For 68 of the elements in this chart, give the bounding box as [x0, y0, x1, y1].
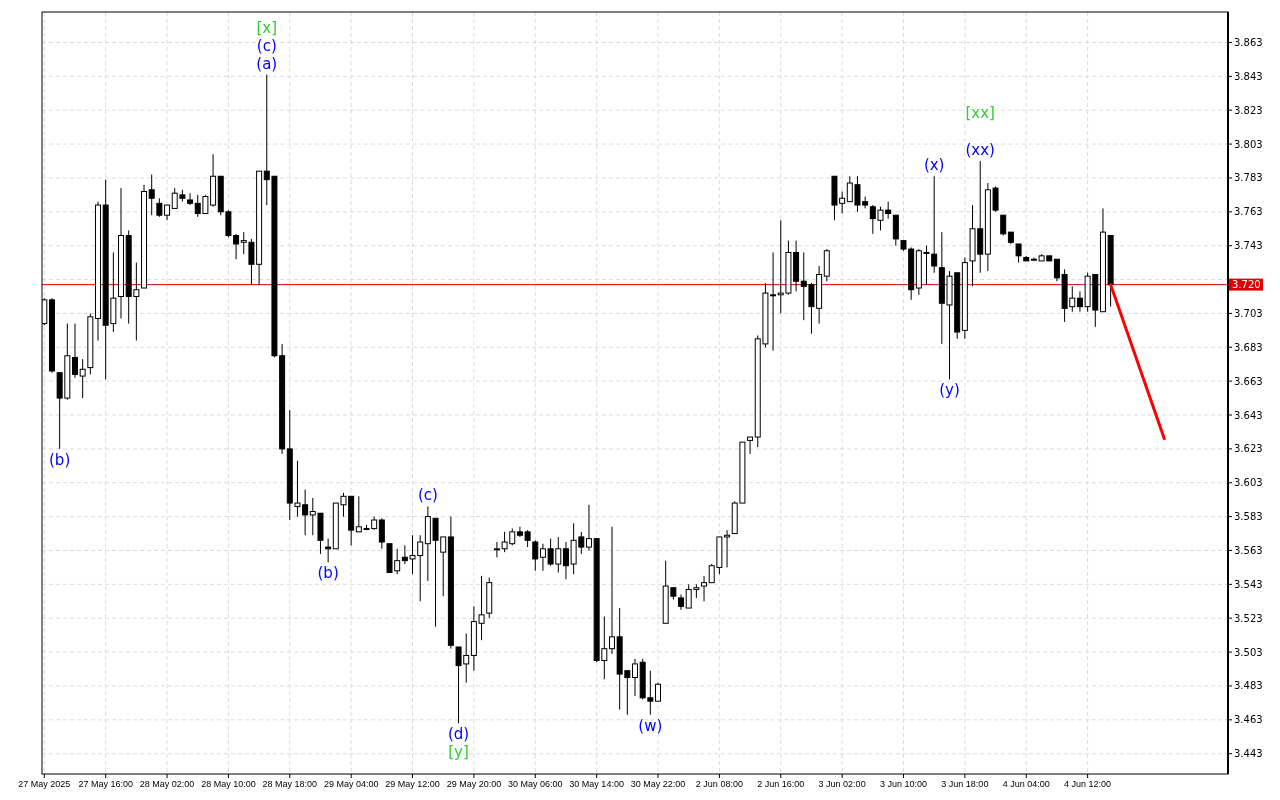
annotation: (y) [939, 381, 960, 400]
y-tick-label: 3.823 [1234, 104, 1263, 116]
y-tick-label: 3.863 [1234, 36, 1263, 48]
candlestick [701, 575, 708, 602]
annotation: (c) [256, 36, 277, 55]
x-tick-label: 29 May 12:00 [385, 779, 440, 789]
x-tick-label: 2 Jun 16:00 [757, 779, 805, 789]
y-tick-label: 3.803 [1234, 138, 1263, 150]
x-tick-label: 2 Jun 08:00 [695, 779, 743, 789]
x-tick-label: 3 Jun 02:00 [818, 779, 866, 789]
y-tick-label: 3.523 [1234, 612, 1263, 624]
candlestick [1015, 243, 1022, 264]
candlestick [1000, 214, 1007, 237]
x-tick-label: 30 May 14:00 [569, 779, 624, 789]
x-tick-label: 28 May 02:00 [139, 779, 195, 789]
y-tick-label: 3.603 [1234, 477, 1263, 489]
candlestick [378, 517, 385, 550]
y-tick-label: 3.563 [1234, 544, 1263, 556]
y-tick-label: 3.463 [1234, 714, 1263, 726]
annotation: (b) [317, 564, 339, 583]
annotation: [xx] [965, 104, 995, 123]
y-tick-label: 3.683 [1234, 341, 1263, 353]
y-tick-label: 3.843 [1234, 70, 1263, 82]
x-tick-label: 28 May 18:00 [262, 779, 318, 789]
candlestick [532, 539, 539, 572]
x-tick-label: 4 Jun 12:00 [1064, 779, 1112, 789]
y-tick-label: 3.623 [1234, 443, 1263, 455]
x-tick-label: 29 May 04:00 [323, 779, 379, 789]
y-tick-label: 3.443 [1234, 748, 1263, 760]
annotation: (x) [923, 156, 945, 175]
y-tick-label: 3.763 [1234, 206, 1263, 218]
candlestick [187, 192, 194, 206]
annotation: [y] [448, 743, 469, 762]
candlestick [148, 174, 155, 216]
annotation: [x] [256, 18, 278, 37]
annotation: (d) [447, 725, 470, 744]
candlestick [325, 538, 332, 563]
annotation: (w) [638, 716, 663, 735]
candlestick [632, 658, 638, 697]
annotation: (a) [256, 54, 278, 73]
ref-line-label: 3.720 [1232, 279, 1261, 291]
y-tick-label: 3.543 [1234, 578, 1263, 590]
annotation: (c) [417, 486, 438, 505]
candlestick [655, 682, 662, 702]
y-tick-label: 3.503 [1234, 646, 1263, 658]
y-tick-label: 3.783 [1234, 172, 1263, 184]
candlestick [79, 358, 86, 399]
x-tick-label: 28 May 10:00 [201, 779, 256, 789]
y-tick-label: 3.703 [1234, 307, 1263, 319]
y-tick-label: 3.743 [1234, 240, 1263, 252]
annotation: (b) [49, 450, 71, 469]
x-tick-label: 30 May 22:00 [630, 779, 686, 789]
y-tick-label: 3.483 [1234, 680, 1263, 692]
x-tick-label: 27 May 2025 [18, 779, 71, 789]
x-tick-label: 29 May 20:00 [446, 779, 502, 789]
x-tick-label: 4 Jun 04:00 [1002, 779, 1050, 789]
x-tick-label: 3 Jun 10:00 [879, 779, 928, 789]
annotation: (xx) [965, 141, 995, 160]
x-tick-label: 30 May 06:00 [508, 779, 563, 789]
candlestick [892, 214, 899, 247]
x-tick-label: 27 May 16:00 [78, 779, 133, 789]
y-tick-label: 3.583 [1234, 511, 1263, 523]
candlestick [608, 526, 615, 655]
candlestick [71, 323, 78, 379]
x-tick-label: 3 Jun 18:00 [941, 779, 989, 789]
y-tick-label: 3.643 [1234, 409, 1263, 421]
y-tick-label: 3.663 [1234, 375, 1263, 387]
candlestick [747, 436, 754, 455]
